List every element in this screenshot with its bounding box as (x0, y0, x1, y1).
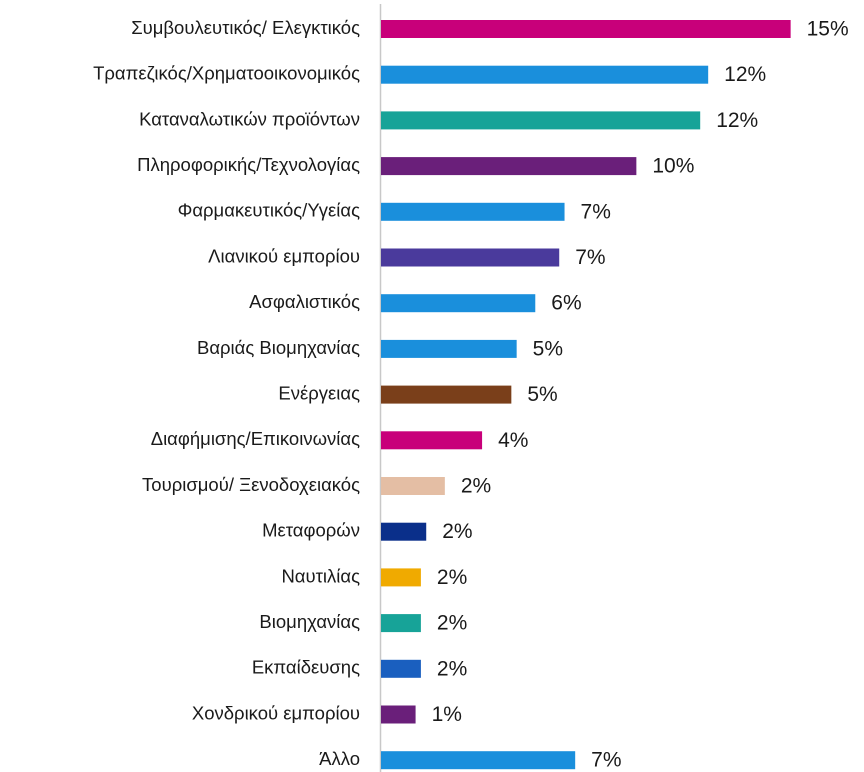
bar (381, 705, 416, 724)
value-label: 4% (498, 429, 528, 452)
category-label: Εκπαίδευσης (252, 657, 360, 678)
category-label: Καταναλωτικών προϊόντων (139, 108, 360, 129)
value-label: 7% (581, 200, 611, 223)
value-label: 15% (807, 18, 849, 41)
category-label: Πληροφορικής/Τεχνολογίας (137, 154, 360, 175)
value-label: 2% (442, 520, 472, 543)
category-label: Ασφαλιστικός (249, 291, 360, 312)
category-label: Μεταφορών (262, 520, 360, 541)
value-label: 5% (527, 383, 557, 406)
bar (381, 111, 701, 130)
category-label: Τουρισμού/ Ξενοδοχειακός (142, 474, 360, 495)
bar (381, 751, 576, 770)
value-label: 12% (724, 63, 766, 86)
bar (381, 614, 421, 633)
bar (381, 294, 536, 313)
value-label: 12% (716, 109, 758, 132)
bar (381, 659, 421, 678)
category-label: Διαφήμισης/Επικοινωνίας (151, 428, 360, 449)
category-label: Άλλο (319, 748, 360, 769)
value-label: 2% (437, 612, 467, 635)
bar (381, 157, 637, 176)
value-label: 6% (551, 292, 581, 315)
value-label: 2% (437, 566, 467, 589)
value-label: 7% (591, 749, 621, 772)
category-label: Ενέργειας (278, 382, 360, 403)
bar (381, 431, 483, 450)
value-label: 1% (432, 703, 462, 726)
value-label: 5% (533, 337, 563, 360)
bar (381, 477, 445, 495)
category-label: Συμβουλευτικός/ Ελεγκτικός (131, 17, 360, 38)
category-label: Ναυτιλίας (281, 565, 360, 586)
category-label: Βαριάς Βιομηχανίας (197, 337, 360, 358)
value-label: 2% (461, 475, 491, 498)
bar (381, 339, 517, 358)
bar (381, 65, 709, 84)
category-label: Χονδρικού εμπορίου (192, 702, 360, 723)
bar (381, 248, 560, 267)
value-label: 2% (437, 657, 467, 680)
bar (381, 20, 791, 38)
category-label: Λιανικού εμπορίου (208, 245, 360, 266)
value-label: 7% (575, 246, 605, 269)
bar (381, 568, 421, 587)
value-label: 10% (652, 155, 694, 178)
category-label: Φαρμακευτικός/Υγείας (178, 200, 360, 221)
bar (381, 202, 565, 221)
bar (381, 522, 427, 541)
category-label: Τραπεζικός/Χρηματοοικονομικός (93, 63, 360, 84)
category-label: Βιομηχανίας (259, 611, 360, 632)
bar (381, 385, 512, 404)
